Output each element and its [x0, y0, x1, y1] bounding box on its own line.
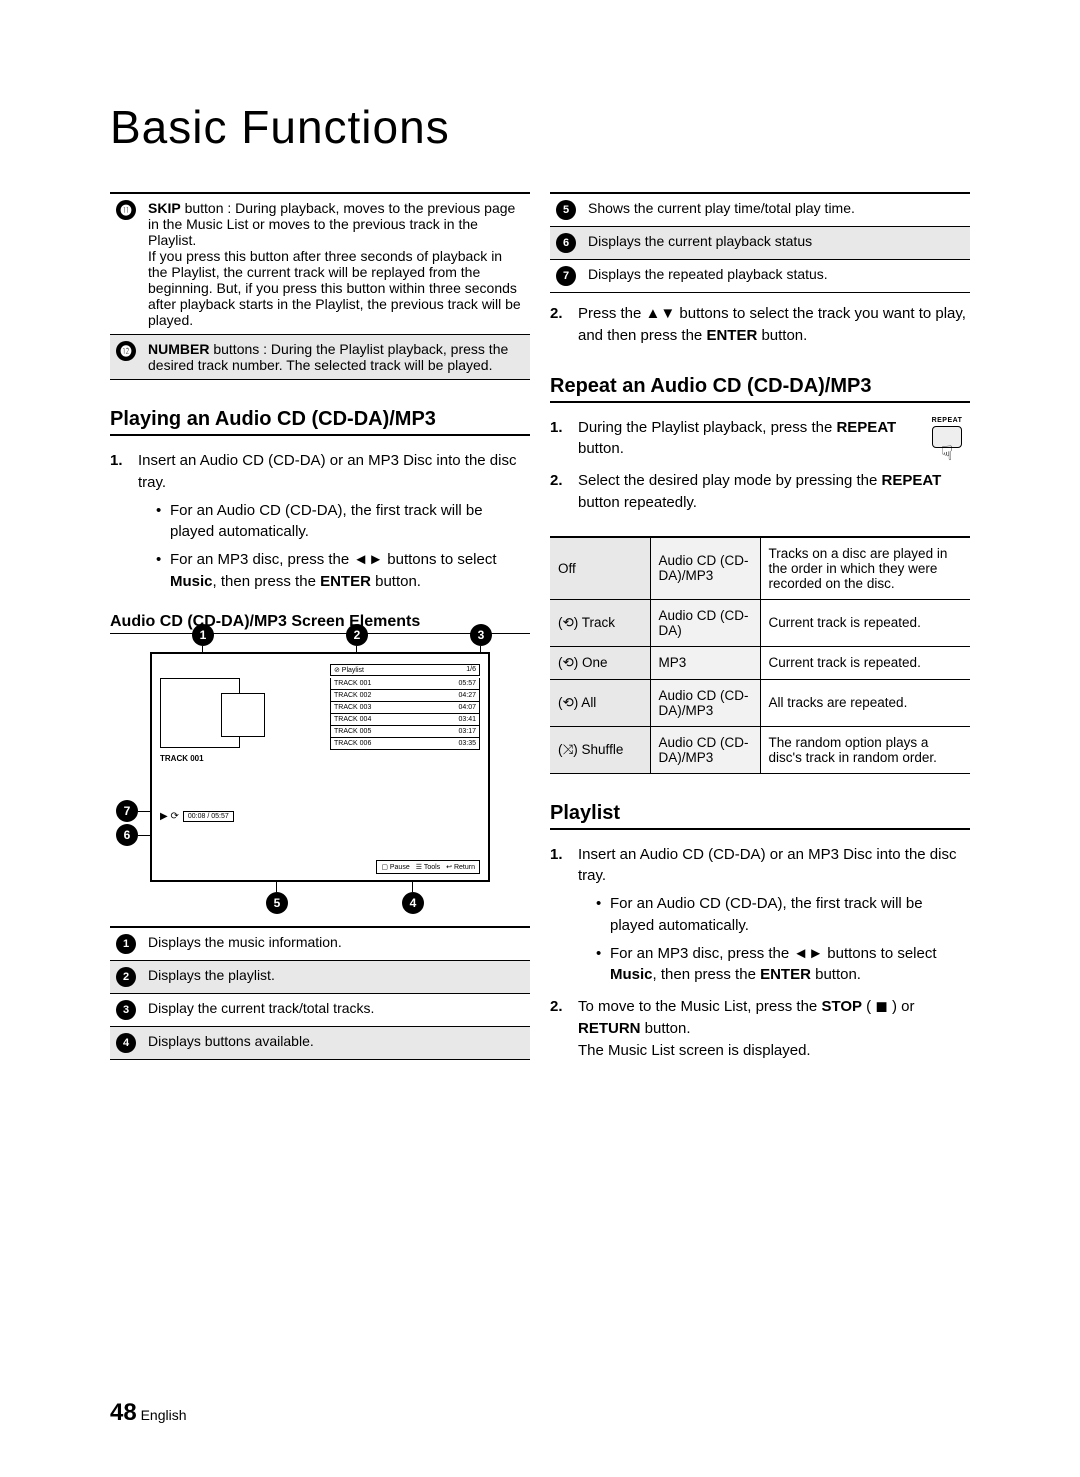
callout-7: 7 [116, 800, 138, 822]
screen-counter: 1/6 [466, 666, 476, 674]
playlist-row: TRACK 00603:35 [330, 738, 480, 750]
mode-source: Audio CD (CD-DA) [650, 599, 760, 646]
callout-1: 1 [192, 624, 214, 646]
el-text: Display the current track/total tracks. [142, 993, 530, 1026]
heading-playlist: Playlist [550, 802, 970, 830]
page-title: Basic Functions [110, 100, 970, 154]
page-number: 48 English [110, 1399, 187, 1427]
press-step-list: Press the ▲▼ buttons to select the track… [550, 303, 970, 347]
el-num: 6 [556, 233, 576, 253]
info-num: ⓫ [116, 200, 136, 220]
mode-name: (⟲) One [550, 646, 650, 679]
step: Select the desired play mode by pressing… [550, 470, 970, 514]
el-num: 4 [116, 1033, 136, 1053]
callout-2: 2 [346, 624, 368, 646]
mode-source: MP3 [650, 646, 760, 679]
step: During the Playlist playback, press the … [550, 417, 970, 461]
screen-playlist-label: ⊘ Playlist [334, 666, 364, 674]
playlist-row: TRACK 00403:41 [330, 714, 480, 726]
skip-number-table: ⓫ SKIP button : During playback, moves to… [110, 192, 530, 380]
mode-source: Audio CD (CD-DA)/MP3 [650, 537, 760, 600]
el-num: 1 [116, 934, 136, 954]
callout-3: 3 [470, 624, 492, 646]
el-text: Displays the playlist. [142, 960, 530, 993]
heading-playing: Playing an Audio CD (CD-DA)/MP3 [110, 408, 530, 436]
mode-name: (⤨) Shuffle [550, 726, 650, 773]
mode-name: (⟲) Track [550, 599, 650, 646]
step: To move to the Music List, press the STO… [550, 996, 970, 1061]
mode-desc: Current track is repeated. [760, 599, 970, 646]
info-num: ⓬ [116, 341, 136, 361]
mode-source: Audio CD (CD-DA)/MP3 [650, 726, 760, 773]
playing-steps: Insert an Audio CD (CD-DA) or an MP3 Dis… [110, 450, 530, 593]
el-text: Displays the repeated playback status. [582, 260, 970, 293]
step: Insert an Audio CD (CD-DA) or an MP3 Dis… [550, 844, 970, 987]
playlist-row: TRACK 00503:17 [330, 726, 480, 738]
callout-4: 4 [402, 892, 424, 914]
el-text: Displays buttons available. [142, 1026, 530, 1059]
el-num: 5 [556, 200, 576, 220]
playlist-steps: Insert an Audio CD (CD-DA) or an MP3 Dis… [550, 844, 970, 1062]
repeat-steps: During the Playlist playback, press the … [550, 417, 970, 514]
screen-bottom-btn: ↩ Return [446, 863, 475, 871]
playlist-row: TRACK 00204:27 [330, 690, 480, 702]
screen-time: 00:08 / 05:57 [183, 811, 234, 822]
el-text: Shows the current play time/total play t… [582, 193, 970, 227]
playlist-row: TRACK 00105:57 [330, 678, 480, 690]
el-text: Displays the music information. [142, 927, 530, 961]
screen-status-icons: ▶ ⟳ [160, 811, 179, 822]
screen-bottom-btn: ☰ Tools [416, 863, 440, 871]
repeat-modes-table: OffAudio CD (CD-DA)/MP3Tracks on a disc … [550, 536, 970, 774]
mode-desc: All tracks are repeated. [760, 679, 970, 726]
playlist-row: TRACK 00304:07 [330, 702, 480, 714]
elements-table: 1 Displays the music information. 2 Display… [110, 926, 530, 1060]
mode-source: Audio CD (CD-DA)/MP3 [650, 679, 760, 726]
right-top-table: 5 Shows the current play time/total play … [550, 192, 970, 293]
el-num: 3 [116, 1000, 136, 1020]
screen-current-track: TRACK 001 [160, 754, 310, 763]
mode-name: (⟲) All [550, 679, 650, 726]
step: Insert an Audio CD (CD-DA) or an MP3 Dis… [110, 450, 530, 593]
info-text: SKIP button : During playback, moves to … [142, 193, 530, 335]
mode-desc: Tracks on a disc are played in the order… [760, 537, 970, 600]
el-text: Displays the current playback status [582, 227, 970, 260]
callout-5: 5 [266, 892, 288, 914]
screen-diagram: 1 2 3 7 6 5 4 TRACK 001 ▶ ⟳ [150, 652, 490, 882]
callout-6: 6 [116, 824, 138, 846]
mode-desc: Current track is repeated. [760, 646, 970, 679]
el-num: 7 [556, 266, 576, 286]
heading-repeat: Repeat an Audio CD (CD-DA)/MP3 [550, 375, 970, 403]
heading-screen-elements: Audio CD (CD-DA)/MP3 Screen Elements [110, 613, 530, 634]
screen-bottom-btn: ▢ Pause [381, 863, 409, 871]
mode-desc: The random option plays a disc's track i… [760, 726, 970, 773]
el-num: 2 [116, 967, 136, 987]
info-text: NUMBER buttons : During the Playlist pla… [142, 335, 530, 380]
mode-name: Off [550, 537, 650, 600]
